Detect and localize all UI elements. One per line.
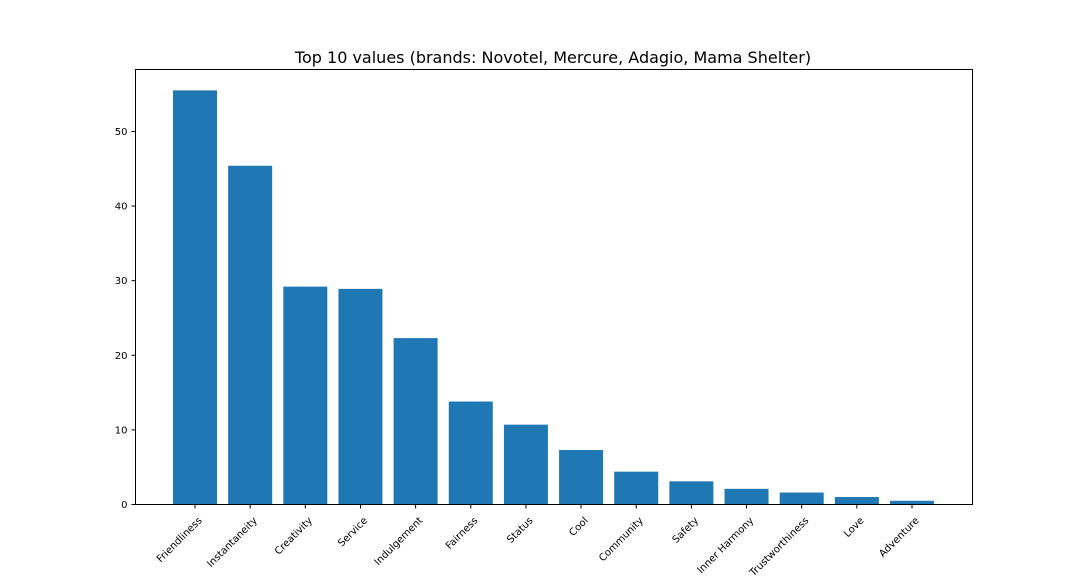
y-axis: 0 10 20 30 40 50	[115, 127, 136, 511]
plot-frame	[135, 69, 973, 505]
chart-title: Top 10 values (brands: Novotel, Mercure,…	[294, 48, 811, 67]
x-tick-label: Adventure	[877, 515, 921, 559]
x-tick-label: Inner Harmony	[696, 515, 757, 576]
y-tick-label: 50	[115, 127, 128, 138]
x-tick-label: Service	[336, 515, 370, 549]
bar-community	[614, 471, 659, 505]
x-tick-label: Trustworthiness	[747, 515, 811, 576]
bar-trustworthiness	[779, 492, 824, 505]
x-tick-label: Indulgement	[373, 515, 426, 568]
x-tick-label: Status	[505, 515, 535, 545]
x-tick-label: Friendliness	[155, 515, 205, 565]
x-tick-label: Love	[842, 515, 866, 539]
bar-creativity	[283, 286, 328, 505]
x-tick-label: Community	[597, 515, 646, 564]
y-tick-label: 30	[115, 276, 128, 287]
bars-layer	[173, 90, 934, 505]
x-axis: Friendliness Instantaneity Creativity Servi…	[155, 504, 922, 579]
bar-love	[834, 497, 879, 505]
bar-safety	[669, 481, 714, 505]
x-tick-label: Fairness	[444, 515, 480, 551]
y-tick-label: 40	[115, 202, 128, 213]
x-tick-label: Creativity	[273, 515, 315, 557]
bar-friendliness	[173, 90, 217, 505]
x-tick-label: Instantaneity	[205, 515, 260, 570]
y-tick-label: 20	[115, 351, 128, 362]
bar-fairness	[448, 401, 493, 505]
y-tick-label: 0	[121, 500, 127, 511]
bar-status	[503, 424, 548, 505]
bar-service	[338, 288, 383, 505]
x-tick-label: Cool	[567, 515, 590, 538]
x-tick-label: Safety	[671, 515, 701, 545]
bar-indulgement	[393, 338, 438, 505]
bar-instantaneity	[228, 165, 273, 505]
bar-adventure	[890, 500, 934, 505]
y-tick-label: 10	[115, 425, 128, 436]
bar-inner-harmony	[724, 488, 769, 505]
bar-cool	[559, 450, 604, 505]
